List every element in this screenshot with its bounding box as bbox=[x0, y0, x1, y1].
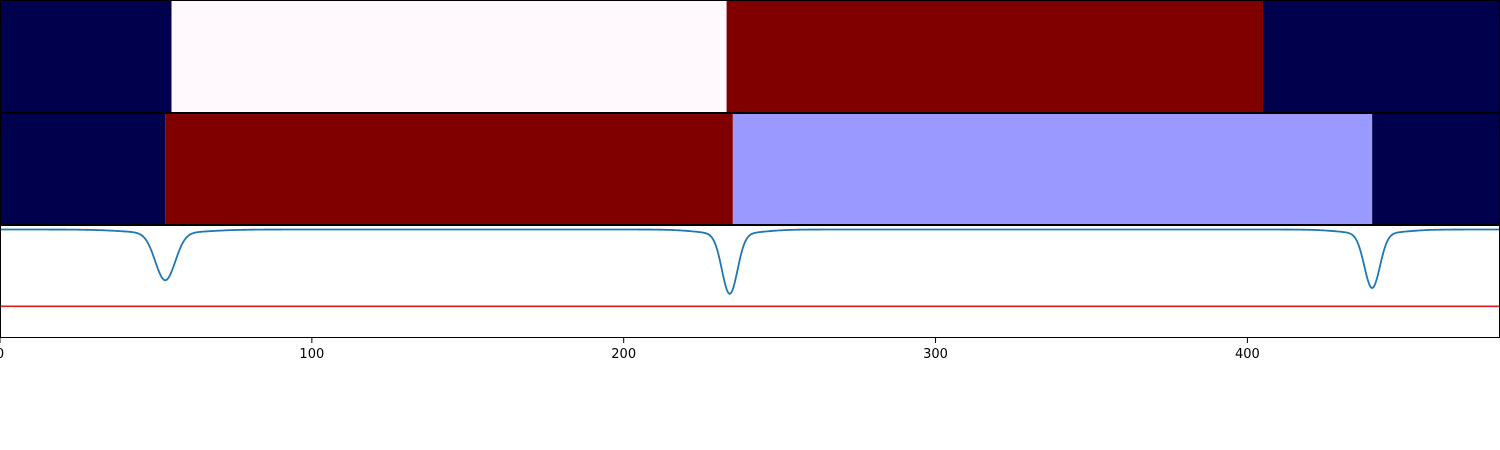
segment-row1-bar-3 bbox=[1372, 113, 1500, 225]
segment-row0-bar-3 bbox=[1263, 0, 1500, 113]
x-tick-label-3: 300 bbox=[923, 347, 948, 362]
segment-row-middle bbox=[0, 113, 1500, 225]
segment-row0-bar-1 bbox=[172, 0, 727, 113]
x-tick-label-1: 100 bbox=[299, 347, 324, 362]
signal-panel-background bbox=[0, 225, 1500, 338]
segment-row1-bar-2 bbox=[733, 113, 1372, 225]
signal-panel bbox=[0, 225, 1500, 338]
x-tick-label-4: 400 bbox=[1235, 347, 1260, 362]
segment-row1-bar-1 bbox=[165, 113, 733, 225]
segment-row0-bar-2 bbox=[727, 0, 1263, 113]
x-tick-label-0: 0 bbox=[0, 347, 4, 362]
segment-row-top bbox=[0, 0, 1500, 113]
x-axis: 0 100 200 300 400 bbox=[0, 338, 1260, 362]
segment-row0-bar-0 bbox=[0, 0, 172, 113]
segment-row1-bar-0 bbox=[0, 113, 165, 225]
x-tick-label-2: 200 bbox=[611, 347, 636, 362]
